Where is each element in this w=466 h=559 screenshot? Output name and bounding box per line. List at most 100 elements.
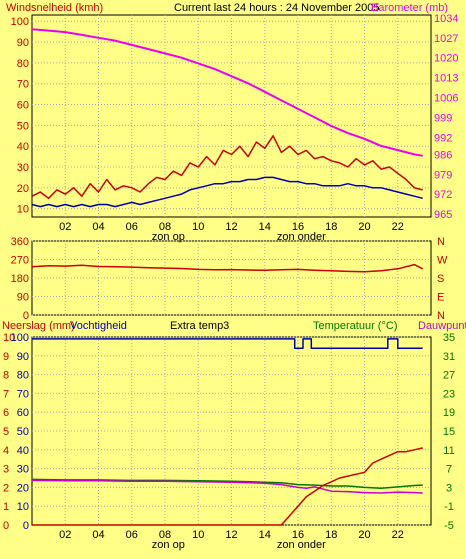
humidity-tick-label: 70 [17,388,29,400]
humidity-tick-label: 80 [17,370,29,382]
x-tick-label: 10 [192,529,204,541]
humidity-line [32,338,423,350]
temperature-tick-label: 11 [443,445,454,457]
humidity-tick-label: 30 [17,464,29,476]
temperature-line [31,478,423,490]
x-tick-label: 12 [225,221,237,233]
pressure-tick-label: 965 [434,209,452,221]
wind-min-line [31,176,423,208]
pressure-tick-label: 1020 [434,53,458,65]
wind-tick-label: 40 [17,141,29,153]
pressure-tick-label: 1006 [434,93,458,105]
compass-label: S [437,273,444,285]
wind-title: Windsnelheid (kmh) [6,2,103,14]
compass-label: N [437,236,445,248]
temperature-tick-label: 7 [446,464,452,476]
sunrise-label: zon op [152,231,185,243]
x-tick-label: 02 [59,221,71,233]
rain-tick-label: 8 [3,370,9,382]
humidity-tick-label: 50 [17,426,29,438]
rain-title: Neerslag (mm) [2,320,75,332]
x-tick-label: 12 [225,529,237,541]
rain-tick-label: 4 [3,445,9,457]
sunset-label: zon onder [277,539,326,551]
pressure-title: Barometer (mb) [371,2,448,14]
humidity-tick-label: 10 [17,501,29,513]
pressure-tick-label: 1034 [434,13,458,25]
series-lines [31,28,424,526]
chart-headers: Windsnelheid (kmh) Current last 24 hours… [2,2,466,332]
x-tick-label: 18 [325,529,337,541]
rain-tick-label: 5 [3,426,9,438]
wind-tick-label: 80 [17,58,29,70]
rain-tick-label: 3 [3,464,9,476]
plot-areas [31,14,432,526]
rain-tick-label: 1 [3,501,9,513]
wind-tick-label: 60 [17,100,29,112]
humidity-tick-label: 20 [17,482,29,494]
extra-temp-title: Extra temp3 [170,320,229,332]
rain-tick-label: 6 [3,407,9,419]
humidity-tick-label: 90 [17,351,29,363]
pressure-tick-label: 979 [434,169,452,181]
wind-tick-label: 10 [17,204,29,216]
x-tick-label: 02 [59,529,71,541]
x-tick-label: 06 [126,221,138,233]
dewpoint-line [31,479,423,494]
x-tick-label: 14 [259,529,271,541]
x-tick-label: 14 [259,221,271,233]
humidity-title: Vochtigheid [70,320,127,332]
wind-tick-label: 20 [17,183,29,195]
pressure-tick-label: 972 [434,189,452,201]
pressure-tick-label: 999 [434,112,452,124]
wind-tick-label: 50 [17,120,29,132]
pressure-tick-label: 1013 [434,73,458,85]
x-tick-label: 06 [126,529,138,541]
wind-tick-label: 30 [17,162,29,174]
x-tick-label: 08 [159,221,171,233]
temperature-title: Temperatuur (°C) [313,320,397,332]
direction-tick-label: 90 [17,292,29,304]
humidity-tick-label: 40 [17,445,29,457]
temperature-tick-label: -5 [444,520,454,532]
compass-label: N [437,310,445,322]
wind-tick-label: 90 [17,37,29,49]
temperature-tick-label: 31 [443,351,455,363]
rain-tick-label: 7 [3,388,9,400]
temperature-tick-label: 3 [446,482,452,494]
dewpoint-title: Dauwpunt [418,320,466,332]
x-tick-label: 22 [392,529,404,541]
sunrise-label: zon op [152,539,185,551]
direction-tick-label: 0 [23,310,29,322]
pressure-line [31,28,423,157]
wind-tick-label: 100 [11,16,29,28]
compass-label: E [437,292,444,304]
temperature-tick-label: 15 [443,426,455,438]
rain-tick-label: 10 [3,332,15,344]
main-title: Current last 24 hours : 24 November 2005 [174,2,379,14]
rain-tick-label: 0 [3,520,9,532]
temperature-tick-label: 35 [443,332,455,344]
wind-tick-label: 70 [17,79,29,91]
direction-tick-label: 180 [11,273,29,285]
rain-tick-label: 2 [3,482,9,494]
temperature-tick-label: 27 [443,370,455,382]
x-tick-label: 20 [358,221,370,233]
pressure-tick-label: 992 [434,132,452,144]
x-tick-label: 20 [358,529,370,541]
temperature-tick-label: -1 [444,501,454,513]
rain-line [32,447,423,526]
x-tick-label: 18 [325,221,337,233]
humidity-tick-label: 100 [11,332,29,344]
direction-tick-label: 360 [11,236,29,248]
x-tick-label: 08 [159,529,171,541]
x-tick-label: 10 [192,221,204,233]
direction-tick-label: 270 [11,255,29,267]
compass-label: W [437,255,448,267]
rain-tick-label: 9 [3,351,9,363]
x-tick-label: 04 [92,529,104,541]
x-tick-label: 16 [292,221,304,233]
